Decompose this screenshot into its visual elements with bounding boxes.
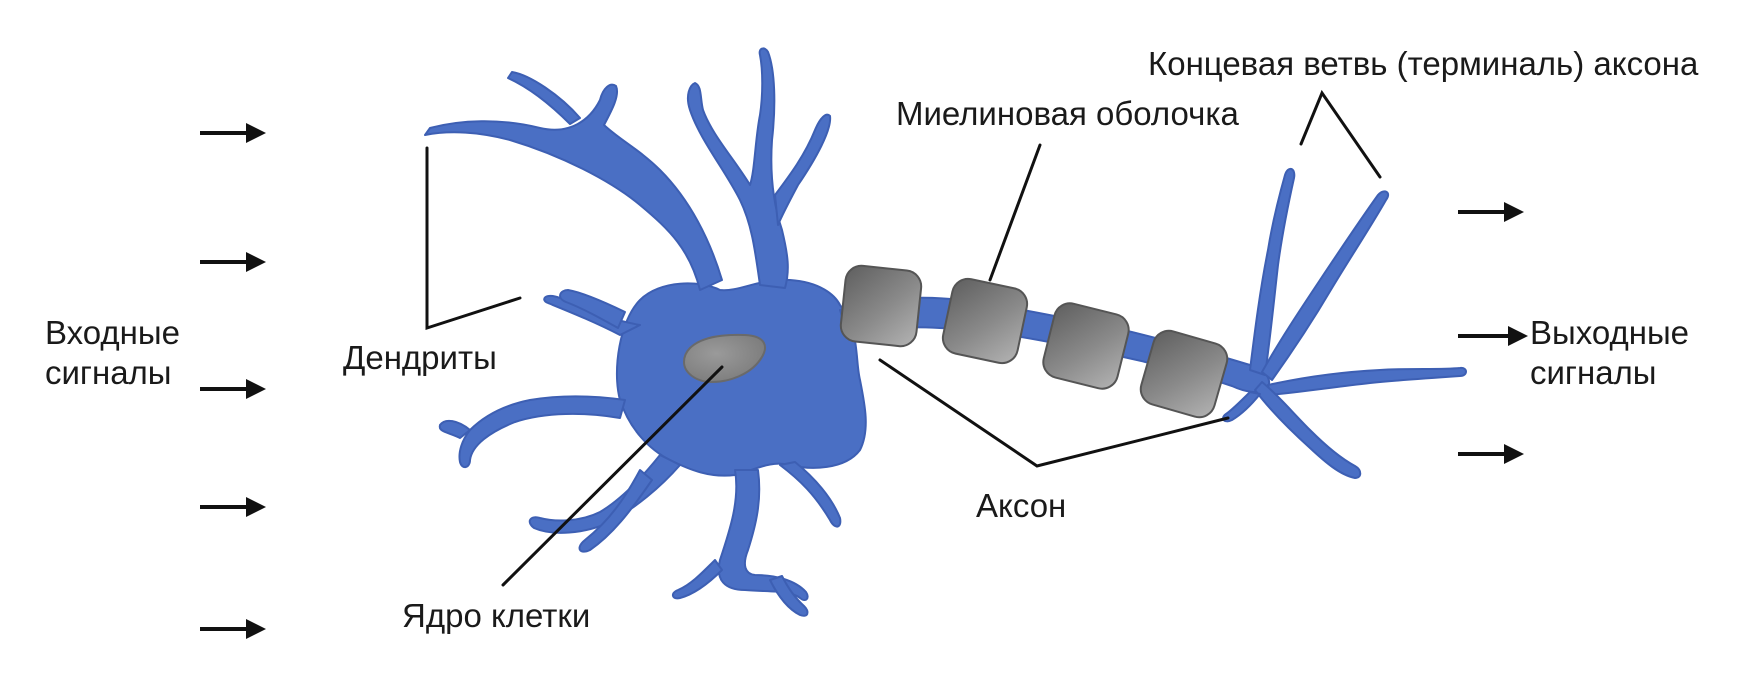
axon-leader	[878, 358, 1230, 468]
nucleus-leader	[501, 365, 724, 587]
leader-lines	[425, 89, 1382, 587]
myelin-segment	[1042, 302, 1130, 390]
dendrite-lower-center-2	[769, 575, 809, 617]
myelin-segment	[941, 277, 1029, 365]
terminal-branch-upper-right	[1261, 190, 1390, 381]
dendrite-left-middle-2	[559, 289, 626, 329]
myelin-segment	[1139, 329, 1229, 419]
input-signals-label: Входные сигналы	[45, 313, 180, 393]
dendrite-left-lower	[458, 395, 626, 468]
dendrite-lower-center-3	[672, 559, 723, 600]
output-arrows	[1458, 202, 1528, 464]
soma	[615, 278, 867, 477]
dendrites-label: Дендриты	[343, 339, 497, 376]
dendrite-left-lower-tip	[438, 419, 471, 439]
input-arrows	[200, 123, 266, 639]
axon-label: Аксон	[976, 487, 1067, 524]
dendrites-leader	[425, 146, 522, 331]
myelin-label: Миелиновая оболочка	[896, 95, 1239, 132]
cell-body	[424, 47, 867, 617]
terminal-leader	[1299, 89, 1382, 179]
terminal-branch-right	[1267, 366, 1467, 396]
output-signals-label: Выходные сигналы	[1530, 313, 1689, 393]
myelin-sheath	[839, 264, 1229, 419]
terminal-branch-upper-left	[1249, 167, 1296, 376]
cell-nucleus	[682, 333, 766, 384]
axon-terminal-label: Концевая ветвь (терминаль) аксона	[1148, 45, 1699, 82]
dendrite-upper-left	[424, 83, 723, 291]
dendrite-top-right-branch	[774, 113, 832, 226]
dendrite-lower-right	[779, 461, 842, 528]
myelin-segment	[839, 264, 923, 348]
nucleus-label: Ядро клетки	[402, 597, 591, 634]
output-signals-line-2: сигналы	[1530, 354, 1657, 391]
output-signals-line-1: Выходные	[1530, 314, 1690, 351]
input-signals-line-2: сигналы	[45, 354, 172, 391]
myelin-leader	[988, 143, 1042, 282]
dendrite-lower-center	[717, 469, 809, 602]
terminal-branch-lower	[1254, 381, 1362, 479]
axon	[839, 167, 1467, 479]
dendrite-top-center	[686, 47, 789, 289]
dendrite-lower-left-2	[578, 469, 653, 553]
input-signals-line-1: Входные	[45, 314, 180, 351]
dendrite-top-spike	[507, 71, 581, 125]
